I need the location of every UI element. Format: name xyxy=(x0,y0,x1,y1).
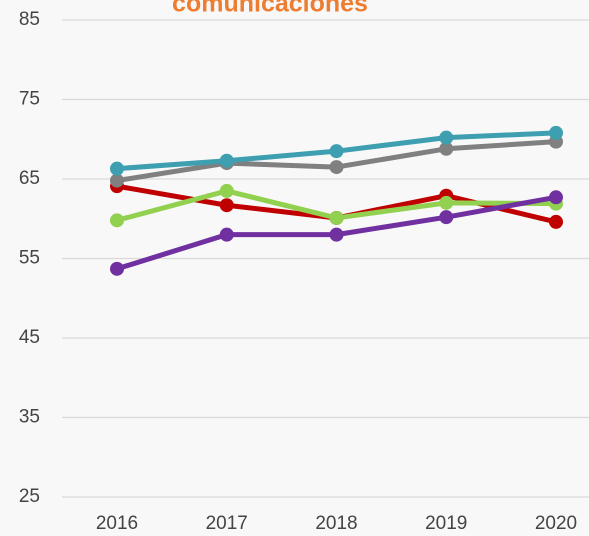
chart-title: comunicaciones xyxy=(172,0,368,18)
x-tick-label: 2017 xyxy=(206,513,248,534)
point-marker xyxy=(219,153,234,168)
x-tick-label: 2016 xyxy=(96,513,138,534)
point-marker xyxy=(439,195,454,210)
point-marker xyxy=(329,144,344,159)
point-marker xyxy=(219,227,234,242)
point-marker xyxy=(439,210,454,225)
point-marker xyxy=(439,130,454,145)
y-tick-label: 35 xyxy=(19,407,40,428)
y-tick-label: 65 xyxy=(19,168,40,189)
y-tick-label: 85 xyxy=(19,9,40,30)
point-marker xyxy=(329,227,344,242)
x-tick-label: 2018 xyxy=(315,513,357,534)
x-tick-label: 2020 xyxy=(535,513,577,534)
point-marker xyxy=(219,183,234,198)
point-marker xyxy=(110,161,124,176)
y-tick-label: 75 xyxy=(19,89,40,110)
point-marker xyxy=(110,261,124,276)
point-marker xyxy=(219,198,234,213)
point-marker xyxy=(549,214,563,229)
point-marker xyxy=(329,210,344,225)
point-marker xyxy=(110,173,124,188)
y-tick-label: 55 xyxy=(19,248,40,269)
point-marker xyxy=(549,125,563,140)
point-marker xyxy=(549,190,563,205)
y-tick-label: 45 xyxy=(19,327,40,348)
point-marker xyxy=(110,213,124,228)
x-tick-label: 2019 xyxy=(425,513,467,534)
point-marker xyxy=(329,160,344,175)
y-tick-label: 25 xyxy=(19,486,40,507)
point-marker xyxy=(439,141,454,156)
